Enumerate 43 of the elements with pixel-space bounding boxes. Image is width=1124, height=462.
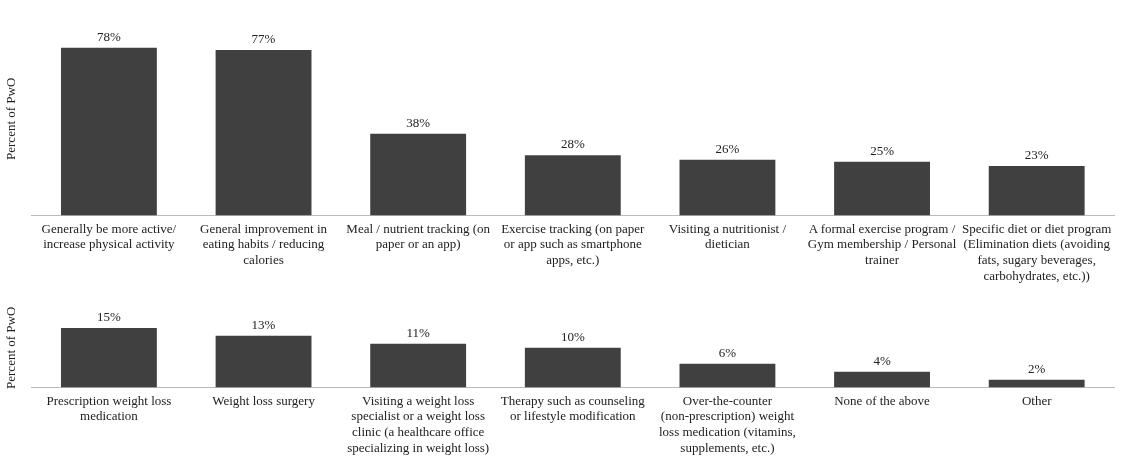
bar xyxy=(60,327,157,388)
x-tick-label: Over-the-counter (non-prescription) weight loss medication (vitamins, supplements, etc.) xyxy=(659,392,796,455)
data-label: 13% xyxy=(251,316,276,332)
bar xyxy=(60,47,157,216)
data-label: 28% xyxy=(560,136,585,152)
data-label: 38% xyxy=(406,114,431,130)
x-tick-label: Meal / nutrient tracking (on paper or an app) xyxy=(346,220,491,252)
x-tick-label: Visiting a weight loss specialist or a weight loss clinic (a healthcare office specializing in weight loss) xyxy=(347,392,490,455)
bar xyxy=(370,343,467,388)
data-label: 26% xyxy=(715,140,740,156)
data-label: 4% xyxy=(873,352,891,368)
data-label: 25% xyxy=(870,142,895,158)
x-tick-label: Generally be more active/ increase physical activity xyxy=(41,220,177,252)
y-axis-title: Percent of PwO xyxy=(3,77,19,160)
data-label: 11% xyxy=(406,324,431,340)
bar xyxy=(370,133,467,216)
bar xyxy=(215,335,312,388)
data-label: 2% xyxy=(1028,360,1046,376)
bar xyxy=(679,159,776,216)
bar xyxy=(215,49,312,216)
x-tick-label: Prescription weight loss medication xyxy=(46,392,172,424)
bar xyxy=(679,363,776,388)
data-label: 77% xyxy=(251,30,276,46)
data-label: 23% xyxy=(1024,147,1049,163)
bar xyxy=(524,347,621,388)
y-axis-title: Percent of PwO xyxy=(3,306,19,389)
data-label: 78% xyxy=(96,28,121,44)
data-label: 10% xyxy=(560,328,585,344)
x-tick-label: Weight loss surgery xyxy=(212,392,316,408)
x-tick-label: Therapy such as counseling or lifestyle modification xyxy=(500,392,646,424)
x-tick-label: Specific diet or diet program (Elimination diets (avoiding fats, sugary beverages, carbohydrates, etc.)) xyxy=(961,220,1112,283)
x-tick-label: Visiting a nutritionist / dietician xyxy=(668,220,787,252)
data-label: 6% xyxy=(718,344,737,360)
x-tick-label: A formal exercise program / Gym membership / Personal trainer xyxy=(807,220,957,268)
x-tick-label: General improvement in eating habits / reducing calories xyxy=(200,220,328,268)
data-label: 15% xyxy=(96,308,121,324)
bar xyxy=(524,155,621,216)
x-tick-label: None of the above xyxy=(834,392,931,408)
bar xyxy=(834,371,930,388)
x-tick-label: Other xyxy=(1021,392,1053,408)
bar xyxy=(988,166,1085,216)
bar xyxy=(834,161,930,216)
x-tick-label: Exercise tracking (on paper or app such as smartphone apps, etc.) xyxy=(501,220,646,268)
